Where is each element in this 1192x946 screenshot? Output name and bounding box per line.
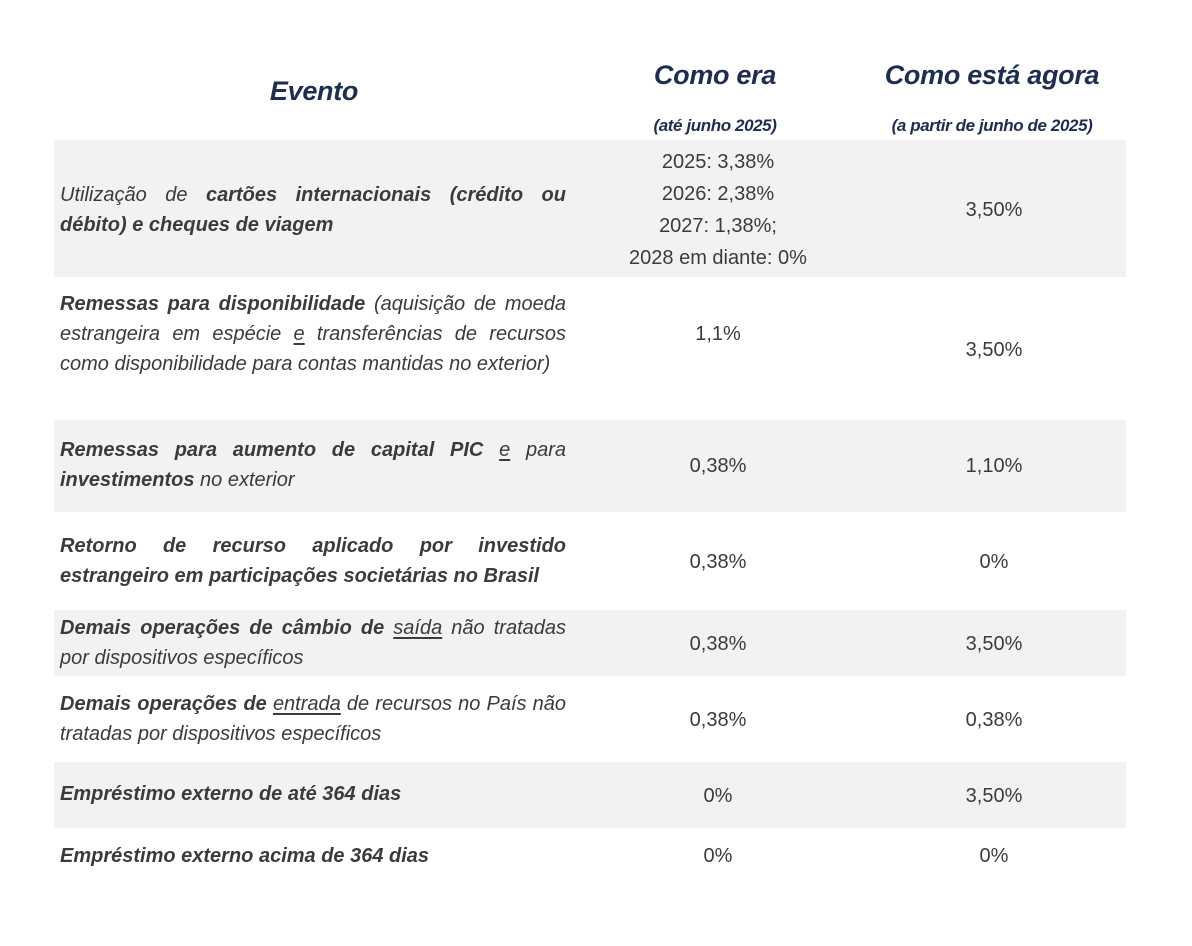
evento-cell: Remessas para aumento de capital PIC e p…: [60, 435, 566, 495]
evento-text-bold: Remessas para disponibilidade: [60, 293, 366, 315]
evento-text-bold: Demais operações de: [60, 693, 273, 715]
como-era-cell: 0%: [703, 845, 733, 867]
evento-cell: Demais operações de entrada de recursos …: [60, 689, 566, 749]
como-esta-cell: 0%: [979, 845, 1009, 867]
evento-text: para: [510, 439, 566, 461]
como-era-value: 2026: 2,38%: [661, 183, 775, 205]
evento-text-bold: cartões internacionais (crédito ou débit…: [60, 184, 566, 236]
table-row: Demais operações de câmbio de saída não …: [54, 610, 1126, 676]
como-esta-cell: 1,10%: [965, 455, 1023, 477]
evento-text-underlined: e: [293, 323, 305, 345]
table-row: Empréstimo externo acima de 364 dias 0% …: [54, 828, 1126, 888]
como-era-cell: 0,38%: [689, 455, 747, 477]
evento-text-underlined: e: [499, 439, 511, 461]
evento-cell: Empréstimo externo de até 364 dias: [60, 779, 566, 809]
como-esta-cell: 3,50%: [965, 339, 1023, 361]
column-header-como-era: Como era: [653, 60, 777, 90]
evento-text-bold: Demais operações de câmbio de: [60, 617, 394, 639]
como-era-value: 2025: 3,38%: [661, 151, 775, 173]
como-era-cell: 0,38%: [689, 709, 747, 731]
evento-text-underlined: saída: [393, 617, 443, 639]
evento-text: no exterior: [194, 469, 295, 491]
evento-text-bold: Empréstimo externo acima de 364 dias: [60, 845, 430, 867]
column-subheader-como-esta-agora: (a partir de junho de 2025): [891, 116, 1093, 135]
evento-cell: Retorno de recurso aplicado por investid…: [60, 531, 566, 591]
como-era-value: 2028 em diante: 0%: [629, 247, 807, 269]
evento-text-underlined: entrada: [272, 693, 341, 715]
como-era-cell: 2025: 3,38% 2026: 2,38% 2027: 1,38%; 202…: [588, 146, 848, 274]
como-era-cell: 0%: [703, 785, 733, 807]
evento-text-bold: Remessas para aumento de capital PIC: [60, 439, 500, 461]
table-row: Retorno de recurso aplicado por investid…: [54, 512, 1126, 610]
como-esta-cell: 0%: [979, 551, 1009, 573]
como-esta-cell: 3,50%: [965, 633, 1023, 655]
evento-cell: Demais operações de câmbio de saída não …: [60, 613, 566, 673]
evento-cell: Remessas para disponibilidade (aquisição…: [60, 289, 566, 379]
evento-text: de recursos no País não tratadas por dis…: [60, 693, 566, 745]
table-header: Evento Como era (até junho 2025) Como es…: [0, 0, 1192, 140]
como-era-cell: 0,38%: [689, 551, 747, 573]
como-esta-cell: 3,50%: [965, 785, 1023, 807]
evento-text: (aquisição de moeda estrangeira em espéc…: [60, 293, 567, 345]
como-esta-cell: 3,50%: [965, 199, 1023, 221]
evento-text: transferências de recursos como disponib…: [60, 323, 566, 375]
evento-cell: Empréstimo externo acima de 364 dias: [60, 841, 566, 871]
column-header-como-esta-agora: Como está agora: [884, 60, 1100, 90]
evento-cell: Utilização de cartões internacionais (cr…: [60, 180, 566, 240]
table-row: Remessas para disponibilidade (aquisição…: [54, 277, 1126, 420]
evento-text-bold: Empréstimo externo de até 364 dias: [60, 783, 402, 805]
como-era-value: 2027: 1,38%;: [659, 215, 777, 237]
como-era-cell: 1,1%: [695, 323, 741, 345]
table-row: Remessas para aumento de capital PIC e p…: [54, 420, 1126, 512]
evento-text-bold: investimentos: [60, 469, 195, 491]
evento-text: Utilização de: [60, 184, 206, 206]
evento-text-bold: Retorno de recurso aplicado por investid…: [60, 535, 566, 587]
column-header-evento: Evento: [269, 76, 359, 106]
evento-text: não tratadas por dispositivos específico…: [60, 617, 567, 669]
table-row: Demais operações de entrada de recursos …: [54, 676, 1126, 762]
table-row: Utilização de cartões internacionais (cr…: [54, 140, 1126, 277]
como-era-cell: 0,38%: [689, 633, 747, 655]
column-subheader-como-era: (até junho 2025): [653, 116, 777, 135]
table-row: Empréstimo externo de até 364 dias 0% 3,…: [54, 762, 1126, 828]
como-esta-cell: 0,38%: [965, 709, 1023, 731]
